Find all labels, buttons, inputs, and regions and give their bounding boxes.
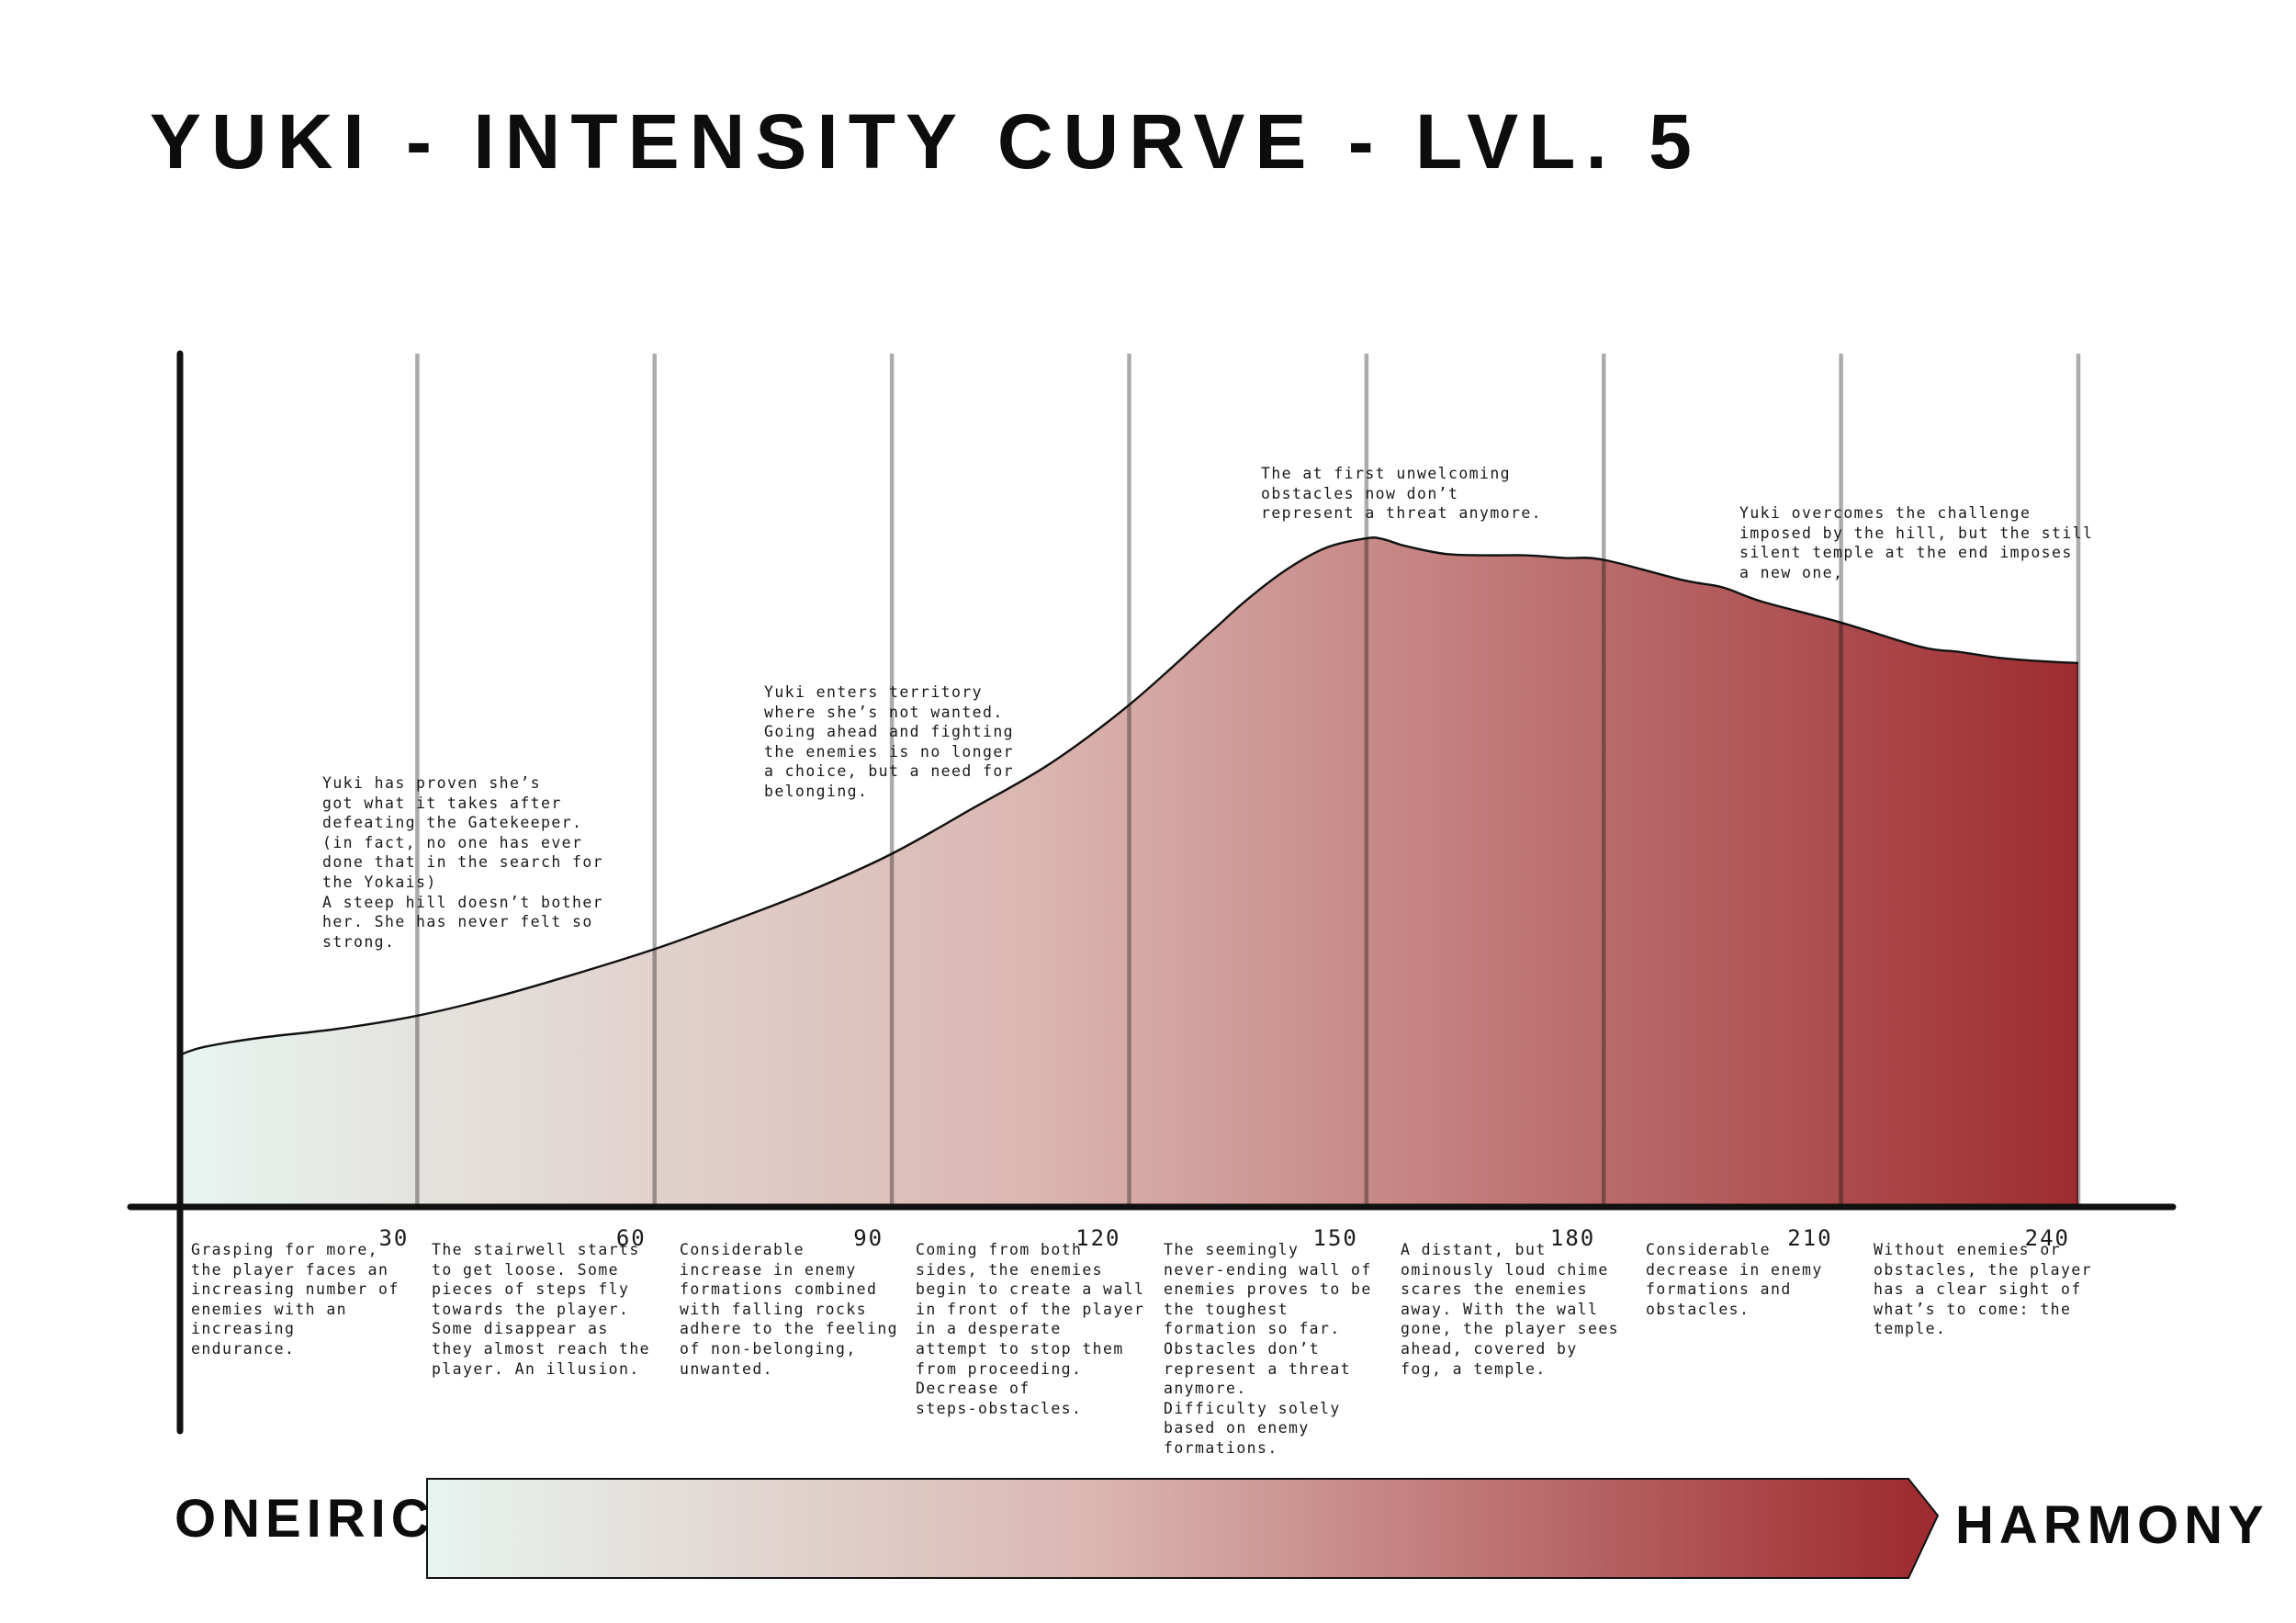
segment-description: Considerable increase in enemy formation… — [680, 1241, 899, 1378]
segment-description: The seemingly never-ending wall of enemi… — [1164, 1241, 1372, 1457]
segment-description: Considerable decrease in enemy formation… — [1646, 1241, 1823, 1318]
x-tick-label: 150 — [1313, 1225, 1358, 1251]
x-tick-label: 120 — [1075, 1225, 1120, 1251]
scale-start-label: ONEIRIC — [174, 1489, 435, 1549]
page-title: YUKI - INTENSITY CURVE - LVL. 5 — [150, 98, 1702, 185]
x-tick-label: 210 — [1787, 1225, 1832, 1251]
segment-description: A distant, but ominously loud chime scar… — [1401, 1241, 1620, 1378]
curve-annotation: Yuki overcomes the challenge imposed by … — [1739, 504, 2094, 581]
segment-description: Coming from both sides, the enemies begi… — [916, 1241, 1145, 1417]
scale-end-label: HARMONY — [1955, 1495, 2269, 1555]
curve-annotation: Yuki enters territory where she’s not wa… — [764, 683, 1015, 800]
segment-description: The stairwell starts to get loose. Some … — [432, 1241, 651, 1378]
x-tick-label: 90 — [853, 1225, 884, 1251]
curve-annotation: Yuki has proven she’s got what it takes … — [322, 774, 604, 951]
x-tick-label: 180 — [1550, 1225, 1595, 1251]
segment-description: Grasping for more, the player faces an i… — [191, 1241, 400, 1358]
segment-description: Without enemies or obstacles, the player… — [1874, 1241, 2093, 1338]
intensity-curve — [179, 536, 2079, 1056]
oneiric-harmony-scale — [426, 1478, 1940, 1579]
x-tick-label: 240 — [2025, 1225, 2070, 1251]
x-tick-label: 30 — [378, 1225, 409, 1251]
x-tick-label: 60 — [616, 1225, 647, 1251]
curve-annotation: The at first unwelcoming obstacles now d… — [1261, 465, 1543, 523]
